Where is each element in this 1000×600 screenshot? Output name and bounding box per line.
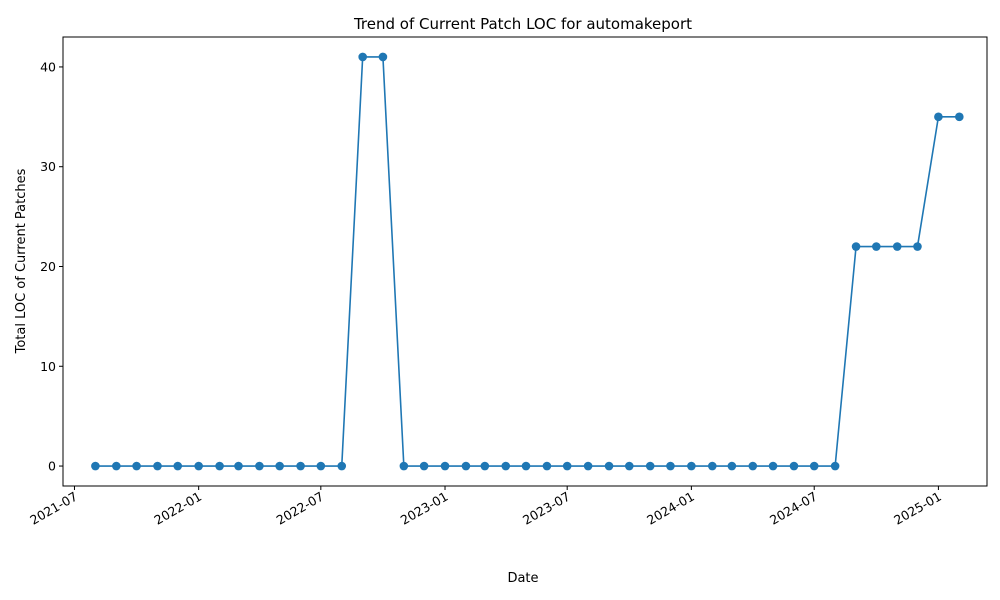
- plot-area: [63, 37, 987, 486]
- data-point: [194, 461, 203, 471]
- x-tick-label: 2024-01: [644, 489, 697, 528]
- x-axis: 2021-07 2022-01 2022-07 2023-01 2023-07 2024-…: [27, 486, 944, 528]
- data-point: [687, 461, 696, 471]
- data-point: [768, 461, 778, 471]
- x-tick-label: 2025-01: [891, 489, 944, 528]
- data-point: [809, 461, 819, 471]
- data-point: [173, 461, 183, 471]
- data-point: [645, 461, 655, 471]
- y-tick-label: 40: [40, 59, 56, 74]
- data-point: [275, 461, 284, 471]
- y-tick-label: 0: [48, 459, 56, 474]
- data-point: [153, 461, 162, 471]
- data-point: [913, 242, 922, 251]
- data-point: [132, 461, 141, 471]
- data-point: [501, 461, 511, 471]
- data-point: [358, 52, 367, 62]
- data-point: [562, 461, 572, 471]
- y-tick-label: 30: [40, 159, 56, 174]
- x-tick-label: 2023-01: [398, 489, 451, 528]
- y-axis-label: Total LOC of Current Patches: [14, 168, 29, 354]
- series-layer: [91, 52, 964, 471]
- data-point: [666, 461, 675, 471]
- data-point: [419, 461, 429, 471]
- data-point: [234, 461, 243, 471]
- data-point: [378, 52, 388, 62]
- data-point: [604, 461, 614, 471]
- data-point: [872, 242, 881, 251]
- data-point: [727, 461, 737, 471]
- data-point: [934, 112, 943, 122]
- data-point: [91, 461, 100, 471]
- data-point: [337, 461, 347, 471]
- data-point: [583, 461, 593, 471]
- x-tick-label: 2023-07: [520, 489, 573, 528]
- chart-title: Trend of Current Patch LOC for automakep…: [353, 15, 692, 33]
- data-point: [851, 242, 861, 251]
- data-point: [461, 461, 471, 471]
- data-point: [316, 461, 326, 471]
- data-point: [440, 461, 450, 471]
- data-point: [892, 242, 902, 251]
- x-tick-label: 2022-01: [151, 489, 204, 528]
- data-point: [624, 461, 634, 471]
- x-tick-label: 2022-07: [274, 489, 327, 528]
- data-point: [521, 461, 531, 471]
- y-axis: 0 10 20 30 40: [40, 59, 63, 474]
- data-point: [480, 461, 490, 471]
- x-axis-label: Date: [507, 571, 538, 586]
- data-point: [748, 461, 758, 471]
- data-point: [215, 461, 224, 471]
- data-point: [789, 461, 799, 471]
- data-point: [112, 461, 121, 471]
- plot-frame: [62, 36, 988, 487]
- y-tick-label: 10: [40, 359, 56, 374]
- data-point: [296, 461, 305, 471]
- x-tick-label: 2024-07: [767, 489, 820, 528]
- data-point: [255, 461, 264, 471]
- data-point: [955, 112, 964, 122]
- data-point: [542, 461, 552, 471]
- x-tick-label: 2021-07: [27, 489, 80, 528]
- data-point: [707, 461, 717, 471]
- data-point: [399, 461, 409, 471]
- y-tick-label: 20: [40, 259, 56, 274]
- data-point: [830, 461, 840, 471]
